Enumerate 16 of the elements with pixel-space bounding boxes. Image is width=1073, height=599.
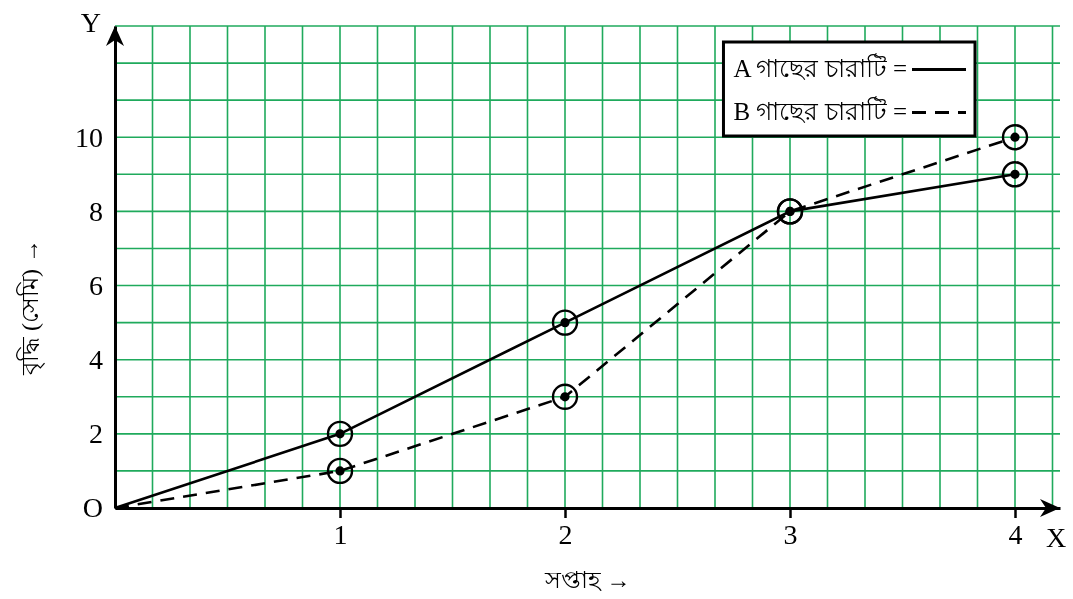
y-tick-label: 6 — [89, 270, 103, 301]
text: X — [1045, 521, 1067, 553]
x-tick-label: 1 — [333, 518, 348, 550]
y-tick-label: O — [82, 492, 103, 524]
x-axis-title: সপ্তাহ → — [543, 567, 631, 593]
y-tick-label: 8 — [89, 195, 103, 227]
y-tick-label: 4 — [89, 344, 103, 376]
text: Y — [80, 6, 101, 38]
legend-label: B গাছের চারাটি = — [733, 95, 907, 124]
x-tick-label: 3 — [783, 518, 798, 550]
y-axis-title: বৃদ্ধি (সেমি) → — [16, 239, 45, 376]
legend-label: A গাছের চারাটি = — [733, 52, 907, 81]
y-tick-label: 2 — [89, 418, 103, 450]
y-tick-label: 10 — [75, 121, 103, 153]
x-tick-label: 4 — [1008, 518, 1023, 550]
x-tick-label: 2 — [558, 518, 573, 550]
